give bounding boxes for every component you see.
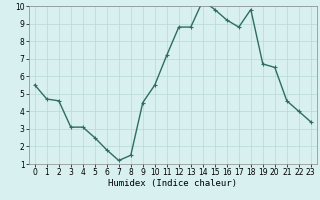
X-axis label: Humidex (Indice chaleur): Humidex (Indice chaleur) bbox=[108, 179, 237, 188]
